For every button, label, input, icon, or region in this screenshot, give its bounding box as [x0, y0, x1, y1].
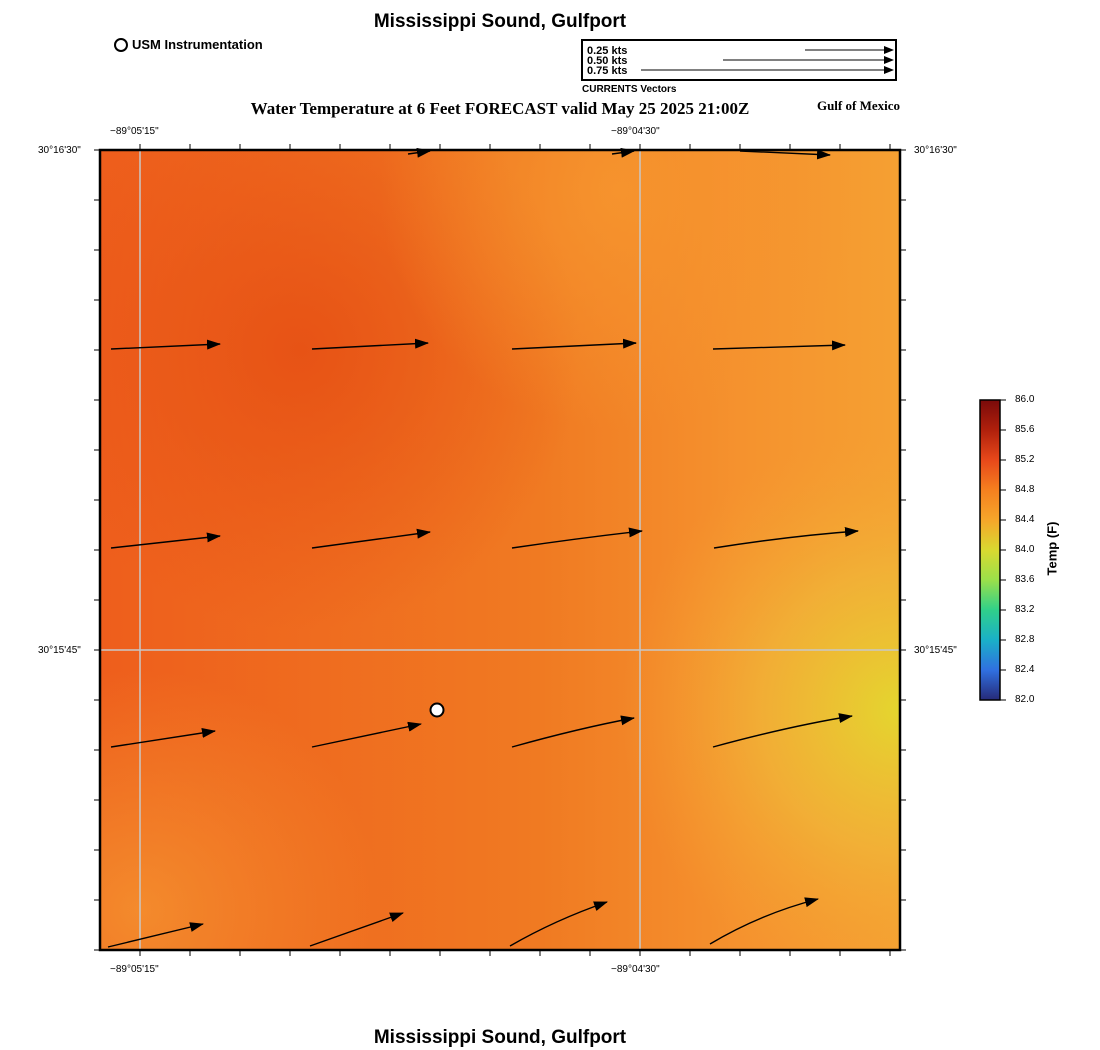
map-title: Mississippi Sound, Gulfport [373, 11, 627, 32]
lon-tick-label-bottom: −89°04'30" [611, 964, 660, 975]
current-vector [611, 147, 635, 158]
lat-tick-label-right: 30°15'45" [914, 645, 957, 656]
usm-marker-icon [114, 37, 128, 52]
current-vector [709, 897, 819, 945]
current-vector [509, 901, 608, 947]
usm-legend-label: USM Instrumentation [132, 37, 263, 52]
vector-legend-title: CURRENTS Vectors [582, 84, 677, 95]
colorbar-tick-label: 86.0 [1015, 394, 1035, 405]
colorbar-tick-label: 84.4 [1015, 514, 1035, 525]
colorbar-tick-label: 84.8 [1015, 484, 1035, 495]
current-vector [311, 528, 431, 549]
vector-scale-legend: 0.25 kts 0.50 kts 0.75 kts [581, 39, 897, 81]
colorbar-tick-label: 83.6 [1015, 574, 1035, 585]
colorbar-tick-label: 85.2 [1015, 454, 1035, 465]
colorbar-tick-label: 82.0 [1015, 694, 1035, 705]
current-vector [311, 338, 429, 350]
current-vector [110, 532, 221, 549]
current-vector [713, 526, 859, 549]
current-vector [511, 527, 643, 549]
current-vector [511, 715, 635, 748]
lat-tick-label-left: 30°16'30" [38, 145, 81, 156]
footer-title: Mississippi Sound, Gulfport [373, 1027, 627, 1048]
current-vector [311, 721, 422, 748]
lat-tick-label-left: 30°15'45" [38, 645, 81, 656]
current-vector [511, 338, 637, 350]
temperature-field [100, 150, 900, 950]
axis-ticks [94, 144, 906, 956]
lon-tick-label-bottom: −89°05'15" [110, 964, 159, 975]
current-vector [110, 728, 216, 748]
map-grid [100, 150, 900, 950]
colorbar-tick-label: 84.0 [1015, 544, 1035, 555]
colorbar-tick-label: 82.4 [1015, 664, 1035, 675]
lon-tick-label-top: −89°04'30" [611, 126, 660, 137]
vector-scale-arrows [641, 46, 894, 74]
current-vector [407, 147, 431, 158]
vector-scale-label: 0.75 kts [587, 65, 628, 77]
colorbar-tick-label: 85.6 [1015, 424, 1035, 435]
colorbar-tick-label: 83.2 [1015, 604, 1035, 615]
current-vector [309, 912, 404, 947]
usm-station-marker [429, 702, 445, 718]
region-label: Gulf of Mexico [816, 98, 900, 113]
colorbar [979, 399, 1006, 701]
current-vector [107, 922, 204, 948]
lon-tick-label-top: −89°05'15" [110, 126, 159, 137]
current-vectors [107, 147, 859, 948]
current-vector [110, 339, 221, 350]
plot-title: Water Temperature at 6 Feet FORECAST val… [250, 99, 750, 118]
lat-tick-label-right: 30°16'30" [914, 145, 957, 156]
current-vector [712, 340, 846, 351]
vector-scale-label: 0.50 kts [587, 55, 628, 67]
vector-scale-label: 0.25 kts [587, 45, 628, 57]
colorbar-title: Temp (F) [1044, 521, 1060, 576]
usm-legend: USM Instrumentation [114, 37, 263, 52]
current-vector [712, 713, 853, 748]
current-vector [739, 149, 831, 160]
colorbar-tick-label: 82.8 [1015, 634, 1035, 645]
